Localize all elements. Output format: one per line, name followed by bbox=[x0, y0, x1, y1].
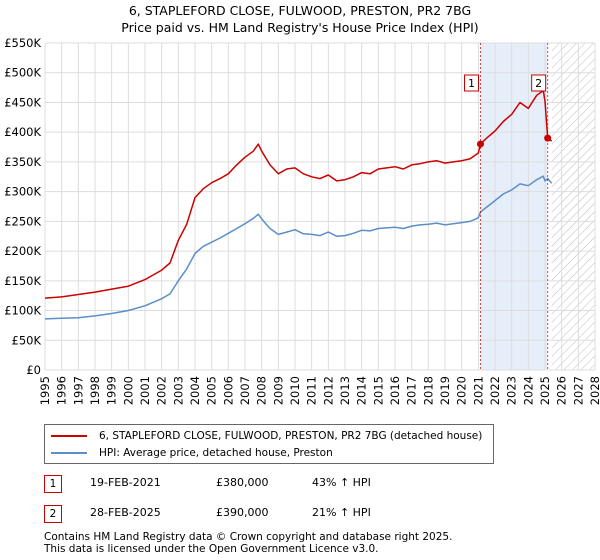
x-tick-label: 2001 bbox=[138, 376, 152, 405]
y-tick-label: £0 bbox=[26, 363, 41, 377]
x-tick-label: 2023 bbox=[505, 376, 519, 405]
footer-line-1: Contains HM Land Registry data © Crown c… bbox=[44, 531, 453, 543]
x-tick-label: 2021 bbox=[471, 376, 485, 405]
x-tick-label: 2006 bbox=[221, 376, 235, 405]
x-tick-label: 1995 bbox=[38, 376, 52, 405]
sale-marker-label-2: 2 bbox=[535, 77, 542, 90]
x-tick-label: 2002 bbox=[155, 376, 169, 405]
chart-title: 6, STAPLEFORD CLOSE, FULWOOD, PRESTON, P… bbox=[0, 2, 600, 36]
sale-marker-box-2 bbox=[531, 74, 547, 92]
legend-swatch-property bbox=[51, 435, 87, 437]
title-line-2: Price paid vs. HM Land Registry's House … bbox=[121, 20, 479, 35]
sale-hpi-change: 43% ↑ HPI bbox=[312, 476, 371, 489]
y-tick-label: £150K bbox=[4, 274, 41, 288]
legend-label-property: 6, STAPLEFORD CLOSE, FULWOOD, PRESTON, P… bbox=[99, 430, 483, 442]
x-tick-label: 2027 bbox=[571, 376, 585, 405]
title-line-1: 6, STAPLEFORD CLOSE, FULWOOD, PRESTON, P… bbox=[128, 3, 472, 18]
x-tick-label: 2008 bbox=[255, 376, 269, 405]
x-tick-label: 2017 bbox=[405, 376, 419, 405]
sale-badge: 1 bbox=[44, 475, 62, 493]
x-tick-label: 2003 bbox=[171, 376, 185, 405]
x-tick-label: 2005 bbox=[205, 376, 219, 405]
x-tick-label: 2020 bbox=[455, 376, 469, 405]
x-tick-label: 2011 bbox=[305, 376, 319, 405]
y-tick-label: £400K bbox=[4, 125, 41, 139]
x-tick-label: 2015 bbox=[371, 376, 385, 405]
y-tick-label: £100K bbox=[4, 304, 41, 318]
y-tick-label: £500K bbox=[4, 66, 41, 80]
y-tick-label: £450K bbox=[4, 95, 41, 109]
x-tick-label: 2025 bbox=[538, 376, 552, 405]
x-tick-label: 2012 bbox=[321, 376, 335, 405]
sale-marker-label-1: 1 bbox=[468, 77, 475, 90]
x-tick-label: 2000 bbox=[121, 376, 135, 405]
sale-point-1 bbox=[477, 140, 484, 148]
sale-period-shade bbox=[480, 43, 548, 370]
legend-label-hpi: HPI: Average price, detached house, Pres… bbox=[99, 447, 333, 459]
y-tick-label: £350K bbox=[4, 155, 41, 169]
x-tick-label: 2009 bbox=[271, 376, 285, 405]
x-tick-label: 1997 bbox=[71, 376, 85, 405]
y-tick-label: £250K bbox=[4, 214, 41, 228]
property-series-line bbox=[44, 89, 553, 299]
sale-date: 19-FEB-2021 bbox=[90, 476, 161, 489]
y-tick-label: £200K bbox=[4, 244, 41, 258]
x-tick-label: 1999 bbox=[105, 376, 119, 405]
x-tick-label: 2004 bbox=[188, 376, 202, 405]
x-tick-label: 1998 bbox=[88, 376, 102, 405]
x-tick-label: 2019 bbox=[438, 376, 452, 405]
chart-legend: 6, STAPLEFORD CLOSE, FULWOOD, PRESTON, P… bbox=[44, 424, 494, 464]
x-tick-label: 2024 bbox=[521, 376, 535, 405]
x-tick-label: 2022 bbox=[488, 376, 502, 405]
y-tick-label: £550K bbox=[4, 36, 41, 50]
x-tick-label: 2028 bbox=[588, 376, 600, 405]
forecast-hatch bbox=[551, 43, 595, 370]
x-tick-label: 2013 bbox=[338, 376, 352, 405]
sale-price: £380,000 bbox=[216, 476, 269, 489]
x-tick-label: 2026 bbox=[555, 376, 569, 405]
sale-price: £390,000 bbox=[216, 506, 269, 519]
sale-point-2 bbox=[544, 134, 552, 142]
x-tick-label: 2018 bbox=[421, 376, 435, 405]
sale-badge: 2 bbox=[44, 505, 62, 523]
x-tick-label: 2014 bbox=[355, 376, 369, 405]
sale-marker-box-1 bbox=[464, 74, 479, 92]
footer-attribution: Contains HM Land Registry data © Crown c… bbox=[44, 531, 452, 555]
x-tick-label: 2016 bbox=[388, 376, 402, 405]
x-tick-label: 2007 bbox=[238, 376, 252, 405]
x-tick-label: 2010 bbox=[288, 376, 302, 405]
price-chart: 1 2 £0 £50K £100K £150K £200K £250K £300K £350K £… bbox=[4, 36, 600, 405]
legend-swatch-hpi bbox=[51, 452, 87, 454]
hpi-series-line bbox=[44, 175, 553, 320]
y-tick-label: £50K bbox=[12, 333, 42, 347]
x-tick-label: 1996 bbox=[55, 376, 69, 405]
sale-hpi-change: 21% ↑ HPI bbox=[312, 506, 371, 519]
sale-date: 28-FEB-2025 bbox=[90, 506, 161, 519]
footer-line-2: This data is licensed under the Open Gov… bbox=[44, 543, 379, 555]
y-tick-label: £300K bbox=[4, 185, 41, 199]
